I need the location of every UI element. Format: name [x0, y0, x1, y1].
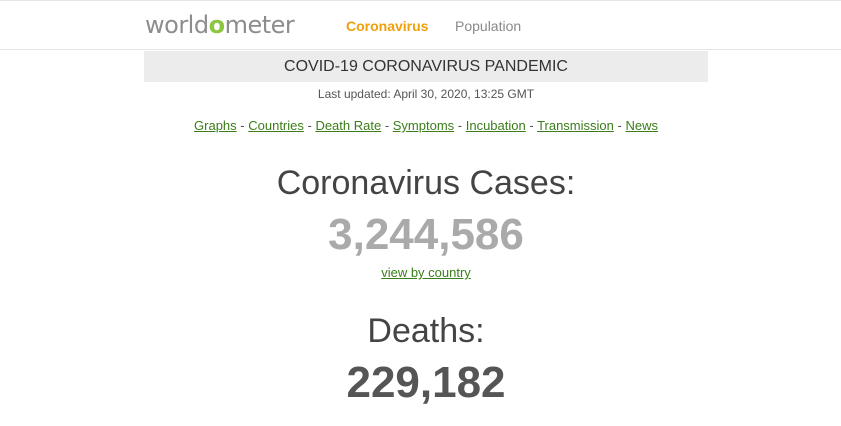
deaths-heading: Deaths: [367, 312, 485, 350]
logo-text-prefix: world [145, 11, 209, 39]
logo-text-suffix: meter [224, 11, 295, 39]
link-separator: - [381, 118, 393, 133]
link-separator: - [525, 118, 538, 133]
logo-o-mark: o [208, 11, 226, 39]
link-transmission[interactable]: Transmission [537, 118, 614, 133]
page-title-banner: COVID-19 CORONAVIRUS PANDEMIC [144, 51, 708, 82]
deaths-count: 229,182 [346, 358, 506, 407]
view-by-country-link[interactable]: view by country [381, 265, 471, 280]
cases-heading: Coronavirus Cases: [276, 164, 576, 202]
cases-count: 3,244,586 [328, 210, 524, 259]
link-separator: - [236, 118, 249, 133]
top-navbar: worldometer Coronavirus Population [0, 0, 841, 50]
section-links: Graphs - Countries - Death Rate - Sympto… [0, 118, 841, 134]
link-graphs[interactable]: Graphs [194, 118, 237, 133]
link-separator: - [454, 118, 466, 133]
link-separator: - [613, 118, 626, 133]
view-by-country-wrapper: view by country [0, 265, 841, 281]
last-updated-text: Last updated: April 30, 2020, 13:25 GMT [317, 87, 535, 101]
link-news[interactable]: News [625, 118, 658, 133]
worldometer-logo[interactable]: worldometer [145, 10, 295, 40]
link-symptoms[interactable]: Symptoms [392, 118, 455, 133]
link-death-rate[interactable]: Death Rate [315, 118, 382, 133]
nav-link-coronavirus[interactable]: Coronavirus [346, 18, 429, 34]
link-incubation[interactable]: Incubation [465, 118, 526, 133]
link-countries[interactable]: Countries [248, 118, 304, 133]
link-separator: - [303, 118, 316, 133]
nav-link-population[interactable]: Population [455, 18, 522, 34]
